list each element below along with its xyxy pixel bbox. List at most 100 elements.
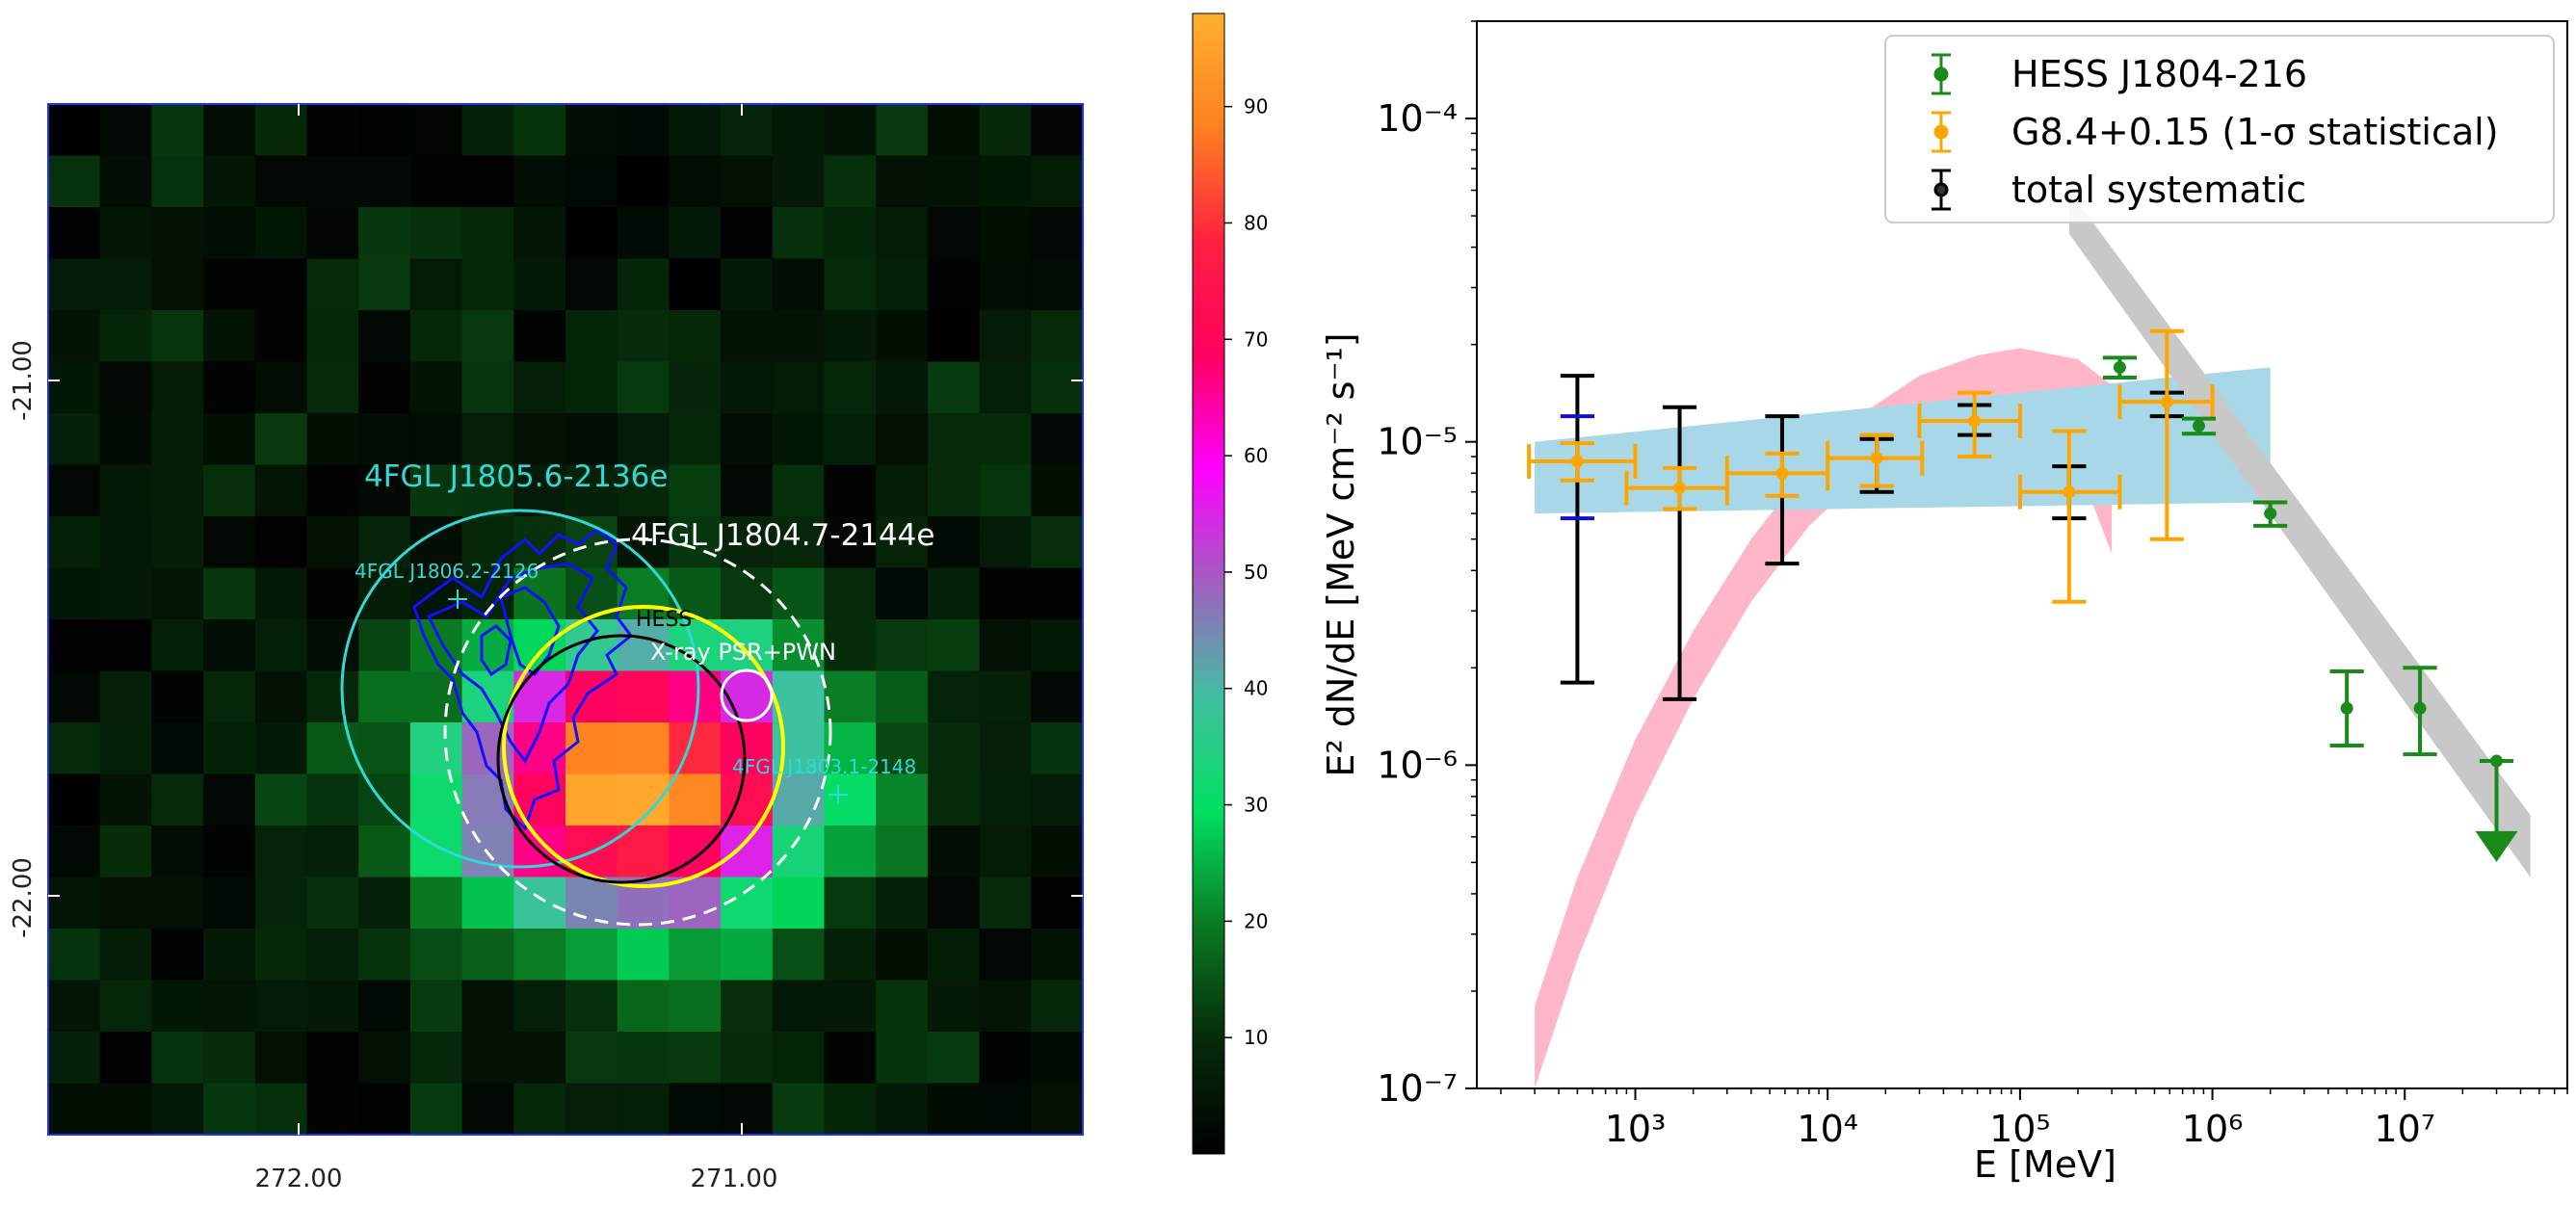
heatmap-pixel bbox=[358, 155, 411, 208]
heatmap-pixel bbox=[151, 516, 204, 569]
heatmap-pixel bbox=[979, 258, 1032, 311]
heatmap-pixel bbox=[151, 310, 204, 363]
hess-point bbox=[2264, 507, 2277, 520]
heatmap-pixel bbox=[513, 207, 566, 260]
heatmap-pixel bbox=[876, 207, 929, 260]
heatmap-pixel bbox=[151, 361, 204, 414]
heatmap-pixel bbox=[99, 361, 152, 414]
heatmap-pixel bbox=[151, 825, 204, 878]
heatmap-pixel bbox=[306, 670, 359, 723]
heatmap-pixel bbox=[927, 670, 981, 723]
heatmap-pixel bbox=[48, 619, 101, 672]
heatmap-pixel bbox=[617, 567, 670, 620]
heatmap-pixel bbox=[358, 207, 411, 260]
heatmap-pixel bbox=[461, 929, 514, 982]
heatmap-pixel bbox=[358, 670, 411, 723]
heatmap-pixel bbox=[565, 104, 618, 157]
heatmap-pixel bbox=[99, 413, 152, 466]
hess-label: HESS bbox=[636, 608, 692, 632]
heatmap-pixel bbox=[409, 670, 463, 723]
heatmap-pixel bbox=[669, 258, 722, 311]
heatmap-pixel bbox=[254, 464, 308, 517]
heatmap-pixel bbox=[824, 258, 877, 311]
heatmap-pixel bbox=[824, 1032, 877, 1085]
heatmap-pixel bbox=[824, 310, 877, 363]
legend-g84-marker bbox=[1932, 111, 1951, 153]
heatmap-pixel bbox=[358, 825, 411, 878]
heatmap-pixel bbox=[927, 929, 981, 982]
heatmap-pixel bbox=[565, 464, 618, 517]
heatmap-pixel bbox=[513, 104, 566, 157]
heatmap-pixel bbox=[461, 361, 514, 414]
heatmap-pixel bbox=[513, 980, 566, 1033]
heatmap-pixel bbox=[979, 104, 1032, 157]
heatmap-pixel bbox=[306, 413, 359, 466]
src4-marker bbox=[828, 785, 848, 804]
heatmap-pixel bbox=[617, 722, 670, 775]
heatmap-pixel bbox=[721, 361, 774, 414]
heatmap-pixel bbox=[876, 155, 929, 208]
heatmap-pixel bbox=[824, 104, 877, 157]
heatmap-pixel bbox=[99, 155, 152, 208]
heatmap-pixel bbox=[927, 413, 981, 466]
heatmap-pixel bbox=[99, 619, 152, 672]
src1-extent-circle bbox=[340, 509, 700, 869]
heatmap-pixel bbox=[927, 825, 981, 878]
heatmap-pixel bbox=[48, 207, 101, 260]
x-tick-label: 10³ bbox=[1605, 1108, 1667, 1150]
heatmap-pixel bbox=[824, 155, 877, 208]
heatmap-pixel bbox=[876, 104, 929, 157]
heatmap-pixel bbox=[617, 104, 670, 157]
heatmap-pixel bbox=[565, 929, 618, 982]
y-axis-label: E² dN/dE [MeV cm⁻² s⁻¹] bbox=[1320, 332, 1362, 776]
map-x-tick-label: 271.00 bbox=[691, 1165, 778, 1193]
colorbar-gradient bbox=[1192, 13, 1225, 1155]
heatmap-pixel bbox=[669, 104, 722, 157]
heatmap-pixel bbox=[409, 310, 463, 363]
heatmap-pixel bbox=[306, 877, 359, 930]
heatmap-pixel bbox=[876, 929, 929, 982]
heatmap-pixel bbox=[48, 773, 101, 826]
legend: HESS J1804-216 G8.4+0.15 (1-σ statistica… bbox=[1884, 35, 2555, 223]
hess-point bbox=[2340, 701, 2353, 715]
heatmap-pixel bbox=[48, 1083, 101, 1136]
heatmap-pixel bbox=[99, 258, 152, 311]
src4-label: 4FGL J1803.1-2148 bbox=[732, 755, 916, 778]
heatmap-pixel bbox=[409, 207, 463, 260]
heatmap-pixel bbox=[824, 1083, 877, 1136]
legend-label-g84: G8.4+0.15 (1-σ statistical) bbox=[2011, 111, 2499, 153]
heatmap-pixel bbox=[979, 361, 1032, 414]
heatmap-pixel bbox=[617, 361, 670, 414]
heatmap-pixel bbox=[48, 877, 101, 930]
heatmap-pixel bbox=[979, 825, 1032, 878]
heatmap-pixel bbox=[99, 929, 152, 982]
heatmap-pixel bbox=[565, 1032, 618, 1085]
heatmap-pixel bbox=[99, 722, 152, 775]
hess-ul-arrowhead bbox=[2475, 830, 2518, 862]
g84-point bbox=[1870, 452, 1883, 465]
heatmap-pixel bbox=[1031, 413, 1084, 466]
heatmap-pixel bbox=[151, 619, 204, 672]
sed-axes-frame bbox=[1476, 20, 2568, 1089]
heatmap-pixel bbox=[358, 464, 411, 517]
heatmap-pixel bbox=[151, 1083, 204, 1136]
map-y-tick-label: -21.00 bbox=[9, 340, 38, 421]
heatmap-pixel bbox=[358, 516, 411, 569]
heatmap-pixel bbox=[254, 155, 308, 208]
heatmap-pixel bbox=[306, 516, 359, 569]
blue-contours bbox=[412, 528, 634, 831]
heatmap-pixel bbox=[203, 929, 256, 982]
heatmap-pixel bbox=[927, 980, 981, 1033]
heatmap-pixel bbox=[824, 670, 877, 723]
heatmap-pixel bbox=[409, 567, 463, 620]
heatmap-pixel bbox=[927, 773, 981, 826]
heatmap-pixel bbox=[617, 1083, 670, 1136]
heatmap-pixel bbox=[306, 825, 359, 878]
heatmap-pixel bbox=[876, 980, 929, 1033]
heatmap-pixel bbox=[1031, 104, 1084, 157]
heatmap-pixel bbox=[927, 207, 981, 260]
src3-label: 4FGL J1806.2-2126 bbox=[355, 560, 539, 583]
heatmap-pixel bbox=[565, 413, 618, 466]
heatmap-pixel bbox=[461, 516, 514, 569]
